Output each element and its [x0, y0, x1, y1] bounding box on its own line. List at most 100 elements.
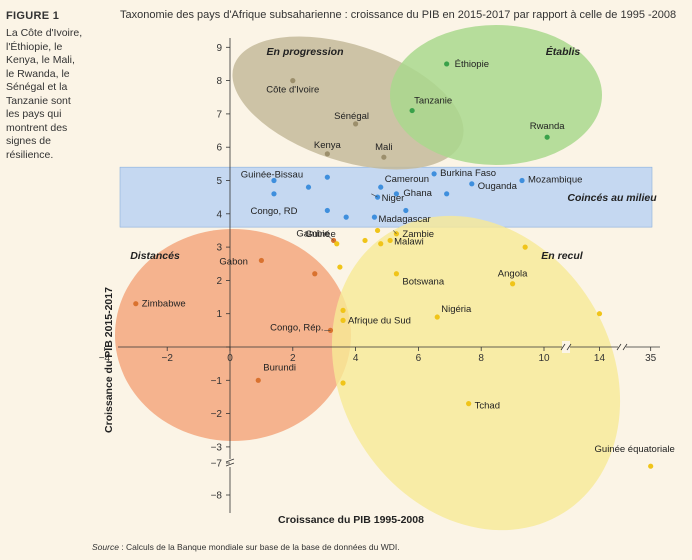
x-tick-label: 2 [290, 353, 296, 364]
sidebar: FIGURE 1 La Côte d'Ivoire, l'Éthiopie, l… [6, 10, 84, 162]
data-point [596, 311, 603, 317]
data-point [469, 181, 475, 187]
y-axis-label: Croissance du PIB 2015-2017 [103, 287, 115, 433]
point-label: Tchad [475, 401, 500, 412]
y-tick-label: −1 [211, 376, 223, 387]
point-label: Sénégal [334, 111, 369, 122]
data-point [409, 107, 415, 114]
point-label: Angola [498, 269, 528, 280]
data-point [393, 271, 400, 277]
point-label: Afrique du Sud [348, 315, 411, 326]
leader-line [327, 235, 334, 241]
y-tick-label: 1 [216, 309, 222, 320]
leader-line [393, 230, 397, 234]
source-note: Source : Calculs de la Banque mondiale s… [92, 542, 400, 552]
point-label: Tanzanie [414, 96, 452, 107]
source-prefix: Source [92, 542, 119, 552]
region-distances [115, 229, 351, 441]
data-point [133, 301, 139, 307]
point-label: Nigéria [441, 304, 472, 315]
data-point [340, 307, 346, 313]
data-point [444, 61, 450, 67]
y-tick-label: 4 [216, 209, 222, 220]
data-point [340, 380, 346, 386]
data-point [305, 184, 312, 190]
x-tick-label: 0 [227, 353, 233, 364]
point-label: Malawi [394, 236, 424, 247]
group-label: En recul [541, 250, 584, 262]
point-label: Botswana [402, 277, 444, 288]
data-point [393, 191, 400, 197]
point-label: Côte d'Ivoire [266, 85, 319, 96]
data-point [444, 191, 450, 197]
point-label: Guinée-Bissau [241, 170, 303, 181]
data-point [374, 227, 381, 234]
y-tick-label: 2 [216, 276, 222, 287]
data-point [434, 314, 440, 320]
data-point [466, 401, 472, 407]
point-label: Rwanda [530, 121, 566, 132]
x-tick-label: 8 [478, 353, 484, 364]
y-tick-label: 9 [216, 43, 222, 54]
point-label: Ghana [403, 188, 432, 199]
x-axis-break-2-gap [618, 341, 626, 353]
region-coinces-au-milieu [119, 166, 653, 228]
data-point [340, 317, 346, 323]
y-tick-label: 5 [216, 176, 222, 187]
point-label: Guinée [305, 229, 336, 240]
data-point [334, 241, 340, 247]
group-label: Coincés au milieu [567, 192, 657, 204]
data-point [522, 244, 528, 250]
y-tick-label: 7 [216, 109, 222, 120]
point-label: Niger [382, 193, 405, 204]
x-tick-label: 10 [538, 353, 550, 364]
data-point [519, 177, 525, 184]
x-axis-break-1-gap [562, 341, 570, 353]
point-label: Éthiopie [455, 59, 489, 70]
data-point [431, 171, 437, 177]
point-label: Mali [375, 142, 392, 153]
data-point [403, 207, 409, 214]
data-point [271, 191, 277, 197]
x-tick-label: 6 [416, 353, 422, 364]
x-tick-label: 35 [645, 353, 657, 364]
point-label: Mozambique [528, 175, 582, 186]
x-tick-label: −2 [161, 353, 173, 364]
axes: −4 −2 0 2 4 6 8 10 14 35 9 8 7 6 5 4 3 2 1 −1 −2 −3 −7 −8 Croiss… [99, 38, 660, 526]
x-axis-break-2 [616, 343, 628, 351]
y-tick-label: 6 [216, 143, 222, 154]
data-point [378, 184, 384, 190]
data-point [381, 154, 387, 160]
point-label: Zambie [402, 229, 434, 240]
point-label: Ouganda [478, 181, 518, 192]
point-label: Zimbabwe [142, 299, 186, 310]
y-tick-label: −7 [211, 459, 223, 470]
point-label: Burundi [263, 362, 296, 373]
point-label: Guinée équatoriale [595, 444, 675, 455]
data-point [255, 377, 261, 383]
data-point [312, 271, 318, 277]
point-label: Congo, RD [250, 206, 297, 217]
figure-label: FIGURE 1 [6, 10, 60, 22]
point-label: Cameroun [385, 174, 429, 185]
group-regions [115, 25, 653, 531]
leader-line [371, 193, 378, 198]
data-point [648, 463, 654, 469]
data-point [371, 214, 378, 220]
x-tick-label: 14 [594, 353, 606, 364]
region-etablis [390, 25, 602, 165]
data-point [324, 174, 330, 180]
data-point [544, 134, 550, 140]
data-point [509, 281, 516, 287]
data-point [343, 214, 349, 220]
x-axis-label: Croissance du PIB 1995-2008 [278, 514, 424, 526]
figure-note: La Côte d'Ivoire, l'Éthiopie, le Kenya, … [6, 27, 83, 161]
point-label: Burkina Faso [440, 168, 496, 179]
x-axis-break-1 [560, 343, 572, 351]
point-label: Kenya [314, 140, 342, 151]
point-label: Madagascar [378, 214, 430, 225]
group-labels: En progression Établis Coincés au milieu Di… [130, 45, 657, 262]
data-point [290, 78, 296, 84]
data-point [337, 264, 343, 270]
